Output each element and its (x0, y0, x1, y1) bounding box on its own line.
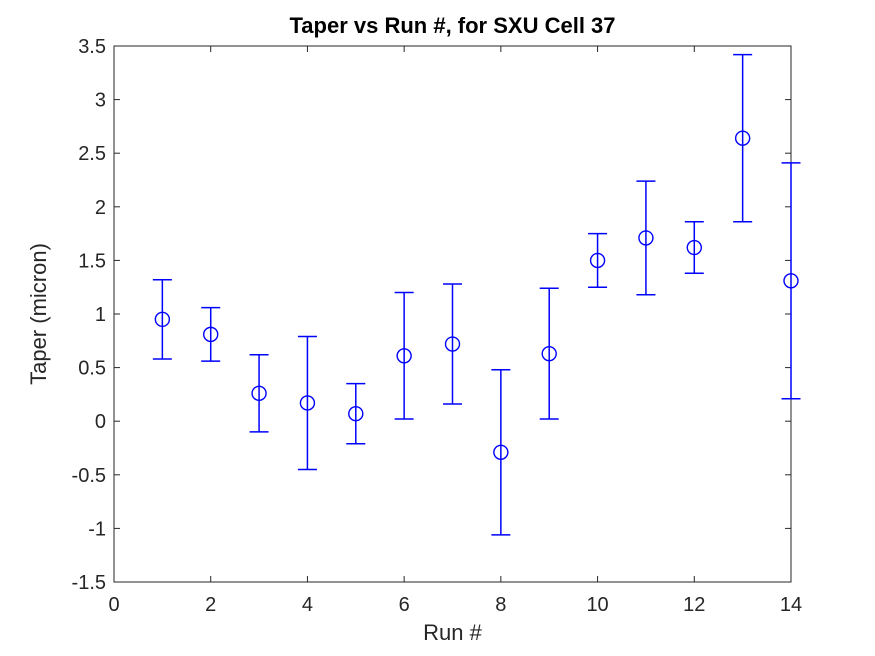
y-tick-label: -1 (88, 518, 106, 540)
data-marker (203, 326, 219, 343)
x-tick-label: 12 (683, 594, 705, 616)
data-marker (638, 230, 654, 246)
data-marker (686, 239, 702, 256)
x-tick-label: 8 (495, 594, 506, 616)
axis-text-layer: Taper vs Run #, for SXU Cell 37 Run # Ta… (26, 13, 616, 645)
data-marker (299, 395, 316, 411)
x-tick-label: 14 (780, 594, 802, 616)
x-tick-label: 2 (205, 594, 216, 616)
data-marker (541, 345, 557, 362)
x-tick-label: 10 (586, 594, 608, 616)
data-marker (493, 444, 509, 460)
y-tick-label: 3.5 (78, 36, 106, 58)
chart-title: Taper vs Run #, for SXU Cell 37 (289, 13, 615, 38)
x-tick-label: 0 (108, 594, 119, 616)
y-tick-label: -1.5 (72, 572, 106, 594)
x-tick-label: 6 (399, 594, 410, 616)
x-axis-label: Run # (423, 620, 482, 645)
data-marker (734, 130, 751, 146)
y-axis-label: Taper (micron) (26, 243, 51, 385)
axes-layer: 0 2 4 6 8 10 12 14 -1.5 -1 -0.5 0 0.5 1 1.5 2 2.5 3 3.5 (72, 36, 803, 616)
y-tick-label: 0 (95, 411, 106, 433)
y-tick-label: 0.5 (78, 358, 106, 380)
y-tick-label: 3 (95, 90, 106, 112)
y-tick-label: 2.5 (78, 143, 106, 165)
data-marker (444, 336, 461, 352)
y-tick-label: 2 (95, 197, 106, 219)
data-marker (589, 252, 606, 269)
y-tick-label: -0.5 (72, 465, 106, 487)
data-series-layer (152, 53, 801, 536)
y-tick-label: 1 (95, 304, 106, 326)
y-tick-label: 1.5 (78, 250, 106, 272)
data-marker (348, 405, 364, 422)
data-marker (783, 273, 799, 289)
x-tick-label: 4 (302, 594, 313, 616)
data-marker (251, 385, 267, 402)
data-marker (154, 311, 171, 328)
data-marker (396, 348, 412, 364)
